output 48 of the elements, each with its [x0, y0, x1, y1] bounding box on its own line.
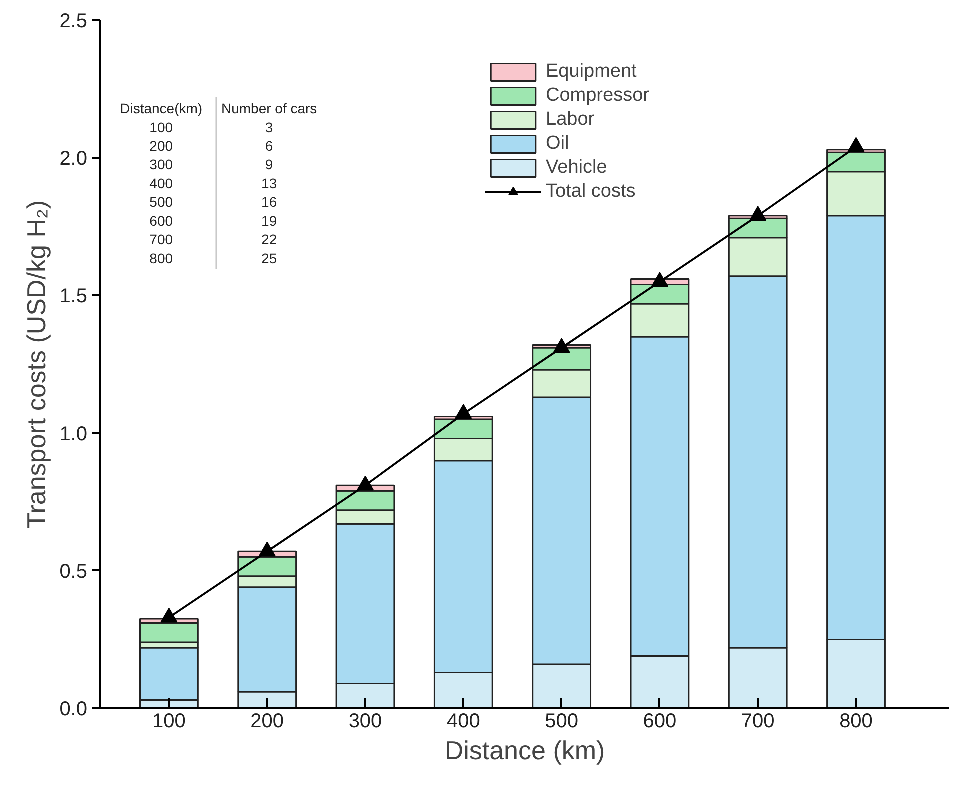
annotation: 600 — [150, 212, 174, 229]
y-axis-title: Transport costs (USD/kg H₂) — [22, 200, 52, 529]
annotation: Number of cars — [221, 100, 318, 117]
legend-label: Labor — [546, 109, 595, 131]
point — [455, 404, 472, 420]
annotation: 200 — [150, 138, 174, 154]
annotation: 500 — [150, 194, 174, 210]
legend-label: Vehicle — [546, 157, 608, 179]
point — [750, 206, 767, 222]
annotation: 9 — [265, 156, 274, 173]
x-axis-title: Distance (km) — [444, 736, 606, 766]
y-tick-label: 2.0 — [60, 148, 88, 170]
x-tick-label: 500 — [545, 710, 578, 732]
x-tick-label: 800 — [840, 710, 873, 732]
annotation: 22 — [262, 232, 278, 248]
x-tick-label: 600 — [643, 710, 677, 732]
legend-label: Equipment — [546, 61, 637, 83]
y-tick-label: 1.0 — [60, 423, 88, 446]
x-tick-label: 300 — [348, 710, 382, 732]
point — [553, 338, 570, 354]
legend-label: Compressor — [546, 85, 650, 107]
point — [651, 272, 668, 288]
annotation: 700 — [150, 232, 174, 248]
annotation: 13 — [262, 175, 278, 192]
x-tick-label: 100 — [152, 710, 186, 732]
annotation: Distance(km) — [120, 100, 203, 117]
annotation: 16 — [262, 194, 278, 210]
legend-label: Total costs — [546, 181, 636, 203]
annotation: 400 — [150, 175, 174, 192]
annotation: 300 — [150, 156, 174, 173]
annotation: 3 — [265, 119, 274, 136]
x-tick-label: 700 — [741, 710, 775, 732]
annotation: 25 — [262, 250, 278, 266]
legend-label: Oil — [546, 133, 570, 155]
annotation: 800 — [150, 250, 174, 266]
y-tick-label: 2.5 — [60, 10, 88, 32]
annotation: 19 — [262, 212, 278, 229]
y-tick-label: 0.0 — [60, 698, 88, 720]
point — [160, 608, 178, 623]
point — [848, 137, 865, 152]
y-tick-label: 1.5 — [60, 286, 88, 308]
x-tick-label: 400 — [446, 710, 480, 732]
point — [357, 476, 374, 491]
point — [258, 542, 276, 557]
x-tick-label: 200 — [250, 710, 284, 732]
annotation: 6 — [265, 138, 274, 154]
annotation: 100 — [150, 119, 174, 136]
y-tick-label: 0.5 — [60, 560, 88, 583]
